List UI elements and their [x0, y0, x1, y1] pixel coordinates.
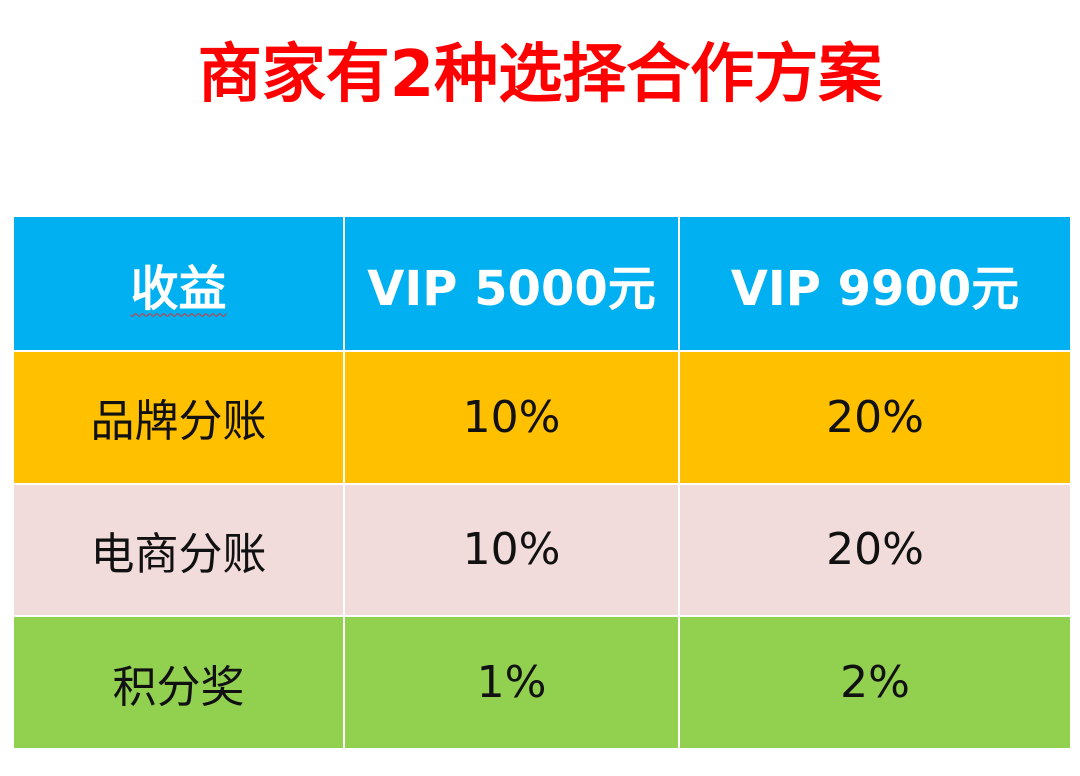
header-cell: VIP 9900元 [678, 215, 1072, 352]
cell: 品牌分账 [12, 350, 345, 485]
cell: 1% [343, 615, 680, 750]
cell: 10% [343, 350, 680, 485]
header-cell: VIP 5000元 [343, 215, 680, 352]
title: 商家有2种选择合作方案 [197, 38, 883, 112]
header-text: 收益 [130, 260, 227, 317]
cell: 10% [343, 482, 680, 618]
cell: 积分奖 [12, 615, 345, 750]
cell: 电商分账 [12, 482, 345, 618]
header-row: 收益 VIP 5000元 VIP 9900元 [12, 215, 1072, 352]
cell: 2% [678, 615, 1072, 750]
cell: 20% [678, 482, 1072, 618]
header-cell: 收益 [12, 215, 345, 352]
row: 电商分账 10% 20% [12, 482, 1072, 618]
row: 积分奖 1% 2% [12, 615, 1072, 750]
plan-table: 收益 VIP 5000元 VIP 9900元 品牌分账 10% 20% 电商分账… [12, 215, 1072, 750]
cell: 20% [678, 350, 1072, 485]
row: 品牌分账 10% 20% [12, 350, 1072, 485]
